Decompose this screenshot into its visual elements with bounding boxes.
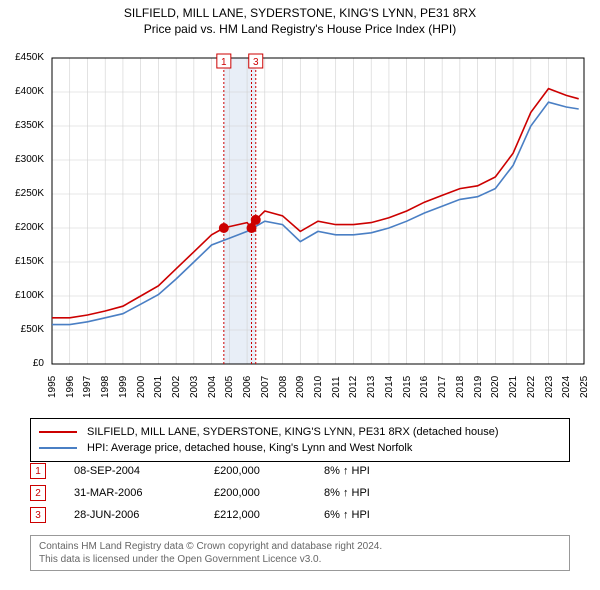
y-tick-label: £150K: [0, 256, 44, 267]
x-tick-label: 1999: [118, 376, 129, 398]
chart-plot: 13 £0£50K£100K£150K£200K£250K£300K£350K£…: [48, 52, 588, 402]
marker-date-3: 28-JUN-2006: [74, 509, 214, 521]
y-tick-label: £250K: [0, 188, 44, 199]
marker-badge-2: 2: [30, 485, 46, 501]
marker-date-1: 08-SEP-2004: [74, 465, 214, 477]
x-tick-label: 2018: [455, 376, 466, 398]
svg-text:1: 1: [221, 57, 227, 68]
marker-badge-1: 1: [30, 463, 46, 479]
legend: SILFIELD, MILL LANE, SYDERSTONE, KING'S …: [30, 418, 570, 462]
marker-price-3: £212,000: [214, 509, 324, 521]
x-tick-label: 2012: [348, 376, 359, 398]
x-tick-label: 2005: [224, 376, 235, 398]
x-tick-label: 2014: [384, 376, 395, 398]
x-tick-label: 2023: [544, 376, 555, 398]
x-tick-label: 1995: [47, 376, 58, 398]
x-tick-label: 2008: [278, 376, 289, 398]
legend-item-property: SILFIELD, MILL LANE, SYDERSTONE, KING'S …: [39, 424, 561, 440]
marker-pct-3: 6% ↑ HPI: [324, 509, 444, 521]
x-tick-label: 2020: [490, 376, 501, 398]
x-tick-label: 2025: [579, 376, 590, 398]
legend-label-property: SILFIELD, MILL LANE, SYDERSTONE, KING'S …: [87, 426, 499, 438]
marker-price-1: £200,000: [214, 465, 324, 477]
x-tick-label: 2004: [207, 376, 218, 398]
marker-table: 1 08-SEP-2004 £200,000 8% ↑ HPI 2 31-MAR…: [30, 460, 570, 526]
x-tick-label: 2007: [260, 376, 271, 398]
legend-swatch-hpi: [39, 447, 77, 449]
legend-item-hpi: HPI: Average price, detached house, King…: [39, 440, 561, 456]
legend-swatch-property: [39, 431, 77, 433]
x-tick-label: 2000: [136, 376, 147, 398]
x-tick-label: 2006: [242, 376, 253, 398]
marker-row-2: 2 31-MAR-2006 £200,000 8% ↑ HPI: [30, 482, 570, 504]
marker-row-1: 1 08-SEP-2004 £200,000 8% ↑ HPI: [30, 460, 570, 482]
y-tick-label: £50K: [0, 324, 44, 335]
y-tick-label: £100K: [0, 290, 44, 301]
x-tick-label: 1996: [65, 376, 76, 398]
footer: Contains HM Land Registry data © Crown c…: [30, 535, 570, 571]
marker-pct-1: 8% ↑ HPI: [324, 465, 444, 477]
x-tick-label: 2021: [508, 376, 519, 398]
footer-line2: This data is licensed under the Open Gov…: [39, 553, 561, 566]
y-tick-label: £0: [0, 358, 44, 369]
marker-num-3: 3: [35, 510, 41, 521]
title-line2: Price paid vs. HM Land Registry's House …: [0, 22, 600, 36]
marker-num-2: 2: [35, 488, 41, 499]
x-tick-label: 2009: [295, 376, 306, 398]
marker-pct-2: 8% ↑ HPI: [324, 487, 444, 499]
x-tick-label: 2003: [189, 376, 200, 398]
y-tick-label: £350K: [0, 120, 44, 131]
x-tick-label: 2001: [153, 376, 164, 398]
x-tick-label: 1997: [82, 376, 93, 398]
x-tick-label: 2016: [419, 376, 430, 398]
chart-container: SILFIELD, MILL LANE, SYDERSTONE, KING'S …: [0, 0, 600, 590]
marker-date-2: 31-MAR-2006: [74, 487, 214, 499]
x-tick-label: 2015: [402, 376, 413, 398]
x-tick-label: 2022: [526, 376, 537, 398]
x-tick-label: 2011: [331, 376, 342, 398]
title-line1: SILFIELD, MILL LANE, SYDERSTONE, KING'S …: [0, 6, 600, 20]
y-tick-label: £450K: [0, 52, 44, 63]
legend-label-hpi: HPI: Average price, detached house, King…: [87, 442, 412, 454]
x-tick-label: 2024: [561, 376, 572, 398]
x-tick-label: 2019: [473, 376, 484, 398]
y-tick-label: £200K: [0, 222, 44, 233]
marker-price-2: £200,000: [214, 487, 324, 499]
x-tick-label: 1998: [100, 376, 111, 398]
chart-svg: 13: [48, 52, 588, 402]
svg-text:3: 3: [253, 57, 259, 68]
x-tick-label: 2013: [366, 376, 377, 398]
x-tick-label: 2002: [171, 376, 182, 398]
y-tick-label: £400K: [0, 86, 44, 97]
x-tick-label: 2010: [313, 376, 324, 398]
marker-badge-3: 3: [30, 507, 46, 523]
x-tick-label: 2017: [437, 376, 448, 398]
y-tick-label: £300K: [0, 154, 44, 165]
title-block: SILFIELD, MILL LANE, SYDERSTONE, KING'S …: [0, 0, 600, 36]
marker-num-1: 1: [35, 466, 41, 477]
marker-row-3: 3 28-JUN-2006 £212,000 6% ↑ HPI: [30, 504, 570, 526]
footer-line1: Contains HM Land Registry data © Crown c…: [39, 540, 561, 553]
